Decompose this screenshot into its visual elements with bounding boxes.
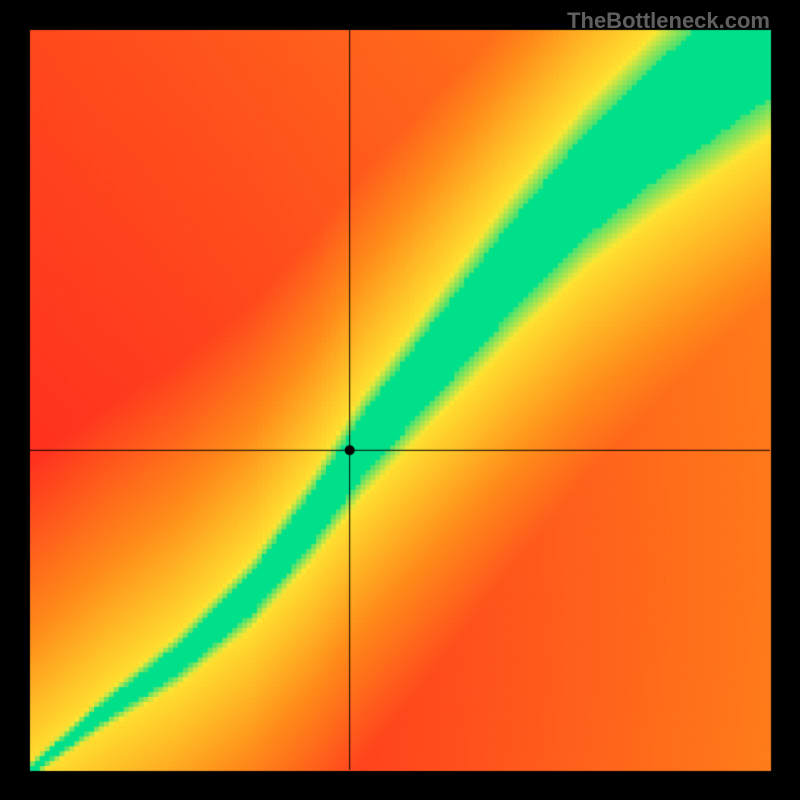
heatmap-canvas <box>0 0 800 800</box>
watermark-text: TheBottleneck.com <box>567 8 770 34</box>
chart-container: TheBottleneck.com <box>0 0 800 800</box>
